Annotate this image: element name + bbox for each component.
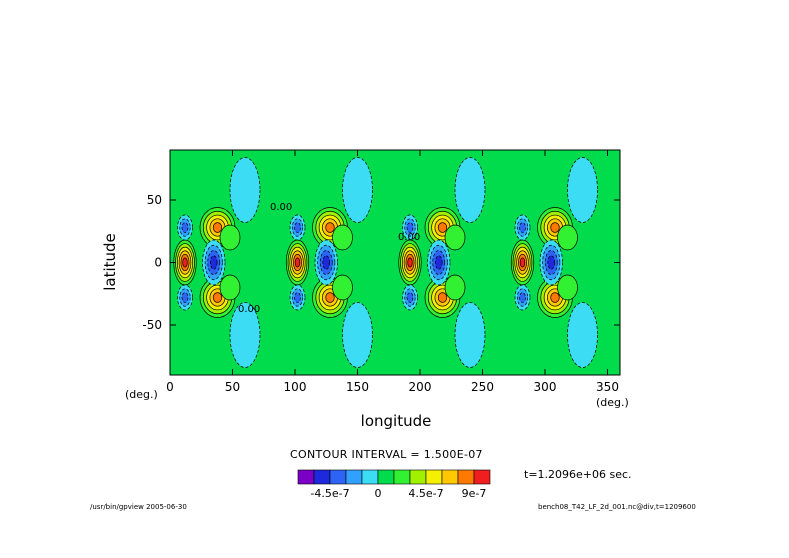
contour-band [444, 274, 466, 301]
x-tick-label: 0 [166, 380, 174, 394]
colorbar-swatch [441, 469, 459, 485]
contour-band [444, 224, 466, 251]
colorbar-swatch [473, 469, 491, 485]
colorbar-swatch [313, 469, 331, 485]
contour-band [212, 222, 223, 233]
contour-band [212, 292, 223, 303]
colorbar-swatch [393, 469, 411, 485]
contour-band [454, 157, 486, 223]
contour-band [406, 222, 414, 233]
contour-band [342, 157, 373, 223]
contour-band [325, 292, 335, 303]
contour-band [567, 302, 598, 368]
colorbar-tick-label: 4.5e-7 [408, 487, 443, 500]
colorbar-tick-label: 9e-7 [462, 487, 487, 500]
x-axis-label: longitude [360, 412, 432, 430]
contour-band [437, 222, 448, 233]
footer-right: bench08_T42_LF_2d_001.nc@div,t=1209600 [538, 503, 696, 511]
contour-band [519, 292, 526, 303]
colorbar-swatch [345, 469, 363, 485]
x-tick-label: 350 [596, 380, 619, 394]
footer-left: /usr/bin/gpview 2005-06-30 [90, 503, 187, 511]
mask-right [620, 150, 789, 375]
contour-band [182, 257, 188, 268]
contour-band [209, 255, 218, 270]
contour-band [454, 302, 486, 368]
x-unit-label: (deg.) [596, 396, 629, 409]
colorbar-swatch [409, 469, 427, 485]
contour-label: 0.00 [398, 232, 420, 243]
x-tick-label: 150 [346, 380, 369, 394]
x-tick-label: 250 [471, 380, 494, 394]
mask-left [0, 150, 170, 375]
contour-band [437, 292, 448, 303]
contour-band [332, 224, 353, 251]
colorbar-swatch [425, 469, 443, 485]
mask-bottom [0, 375, 789, 558]
contour-band [547, 255, 556, 270]
contour-band [325, 222, 335, 233]
time-text: t=1.2096e+06 sec. [524, 468, 632, 481]
x-tick-label: 50 [225, 380, 240, 394]
colorbar-swatch [297, 469, 315, 485]
contour-band [519, 222, 526, 233]
x-tick-label: 300 [534, 380, 557, 394]
contour-interval-text: CONTOUR INTERVAL = 1.500E-07 [290, 448, 483, 461]
contour-band [322, 255, 331, 270]
contour-band [557, 224, 578, 251]
contour-band [567, 157, 598, 223]
contour-band [342, 302, 373, 368]
colorbar-swatch [361, 469, 379, 485]
y-tick-label: 50 [147, 193, 162, 207]
x-tick-label: 100 [284, 380, 307, 394]
colorbar-swatch [329, 469, 347, 485]
y-unit-label: (deg.) [125, 388, 158, 401]
contour-band [181, 292, 189, 303]
contour-label: 0.00 [238, 304, 260, 315]
contour-band [407, 257, 413, 268]
y-tick-label: -50 [142, 318, 162, 332]
contour-band [406, 292, 414, 303]
colorbar-tick-label: -4.5e-7 [310, 487, 349, 500]
contour-band [229, 302, 261, 368]
contour-band [219, 274, 241, 301]
contour-band [519, 257, 526, 268]
colorbar-tick-label: 0 [375, 487, 382, 500]
contour-band [557, 274, 578, 301]
contour-label: 0.00 [270, 202, 292, 213]
y-axis-label: latitude [101, 233, 119, 291]
contour-band [229, 157, 261, 223]
contour-band [332, 274, 353, 301]
mask-top [0, 0, 789, 150]
colorbar-swatch [457, 469, 475, 485]
contour-band [294, 292, 301, 303]
contour-band [294, 222, 301, 233]
contour-band [550, 222, 560, 233]
contour-band [181, 222, 189, 233]
contour-band [434, 255, 443, 270]
contour-band [550, 292, 560, 303]
x-tick-label: 200 [409, 380, 432, 394]
y-tick-label: 0 [154, 256, 162, 270]
contour-band [219, 224, 241, 251]
colorbar-swatch [377, 469, 395, 485]
contour-band [294, 257, 301, 268]
